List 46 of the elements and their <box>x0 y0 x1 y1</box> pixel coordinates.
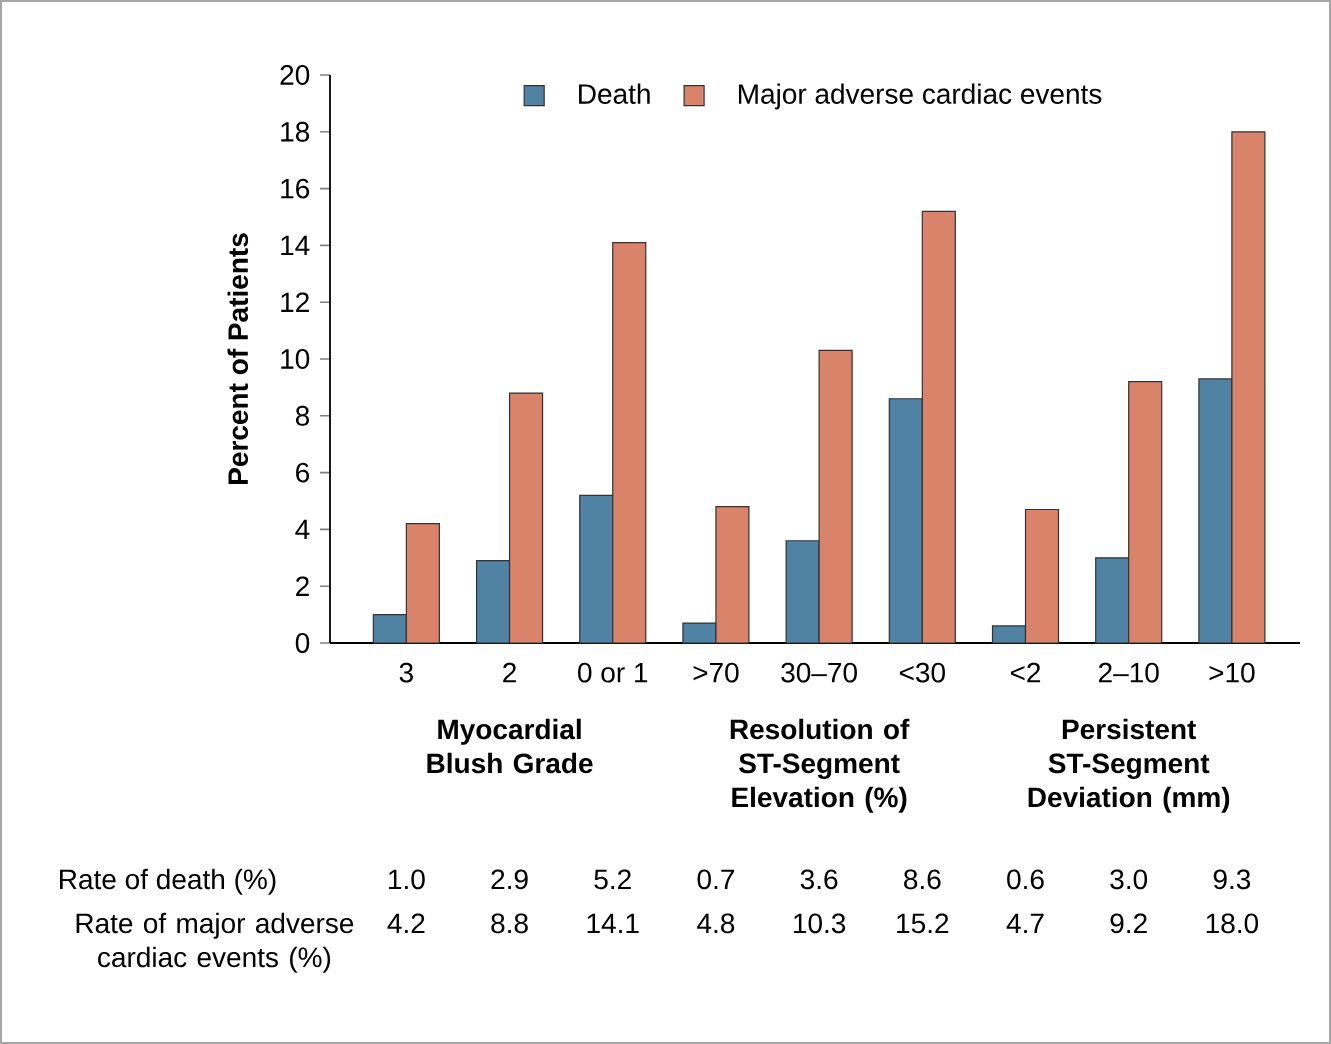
x-tick-label: 30–70 <box>781 662 857 683</box>
x-tick-label: 3 <box>399 662 413 683</box>
y-tick-label: 18 <box>281 121 310 142</box>
y-tick-label: 20 <box>280 65 310 85</box>
y-tick-label: 14 <box>281 235 310 256</box>
data-label: 14.1 <box>587 913 639 933</box>
y-tick-label: 6 <box>296 462 310 483</box>
y-tick-label: 10 <box>281 349 310 369</box>
y-tick-label: 2 <box>296 576 309 596</box>
y-axis-title: Percent of Patients <box>227 233 249 484</box>
y-tick-label: 16 <box>281 178 310 199</box>
y-tick-label: 8 <box>295 405 310 426</box>
x-tick-label: >10 <box>1209 662 1255 683</box>
data-label: 2.9 <box>491 869 528 890</box>
data-label: 4.8 <box>697 913 735 934</box>
data-label: 8.8 <box>491 913 528 934</box>
data-label: 5.2 <box>594 869 631 890</box>
text: Rate of death (%) <box>60 868 276 895</box>
x-tick-label: 0 or 1 <box>578 662 648 683</box>
data-label: 10.3 <box>794 913 846 934</box>
data-label: 8.6 <box>904 869 941 890</box>
data-label: 15.2 <box>897 913 949 934</box>
data-label: 0.7 <box>697 869 734 890</box>
text: Rate of major adverse cardiac events (%) <box>76 912 354 973</box>
data-label: 4.7 <box>1006 913 1044 933</box>
x-tick-label: 2 <box>503 662 516 683</box>
y-tick-label: 12 <box>281 292 309 312</box>
y-tick-label: 0 <box>295 633 310 653</box>
legend-label: Major adverse cardiac events <box>738 83 1102 110</box>
data-label: 1.0 <box>389 869 425 890</box>
text: Persistent ST-Segment Deviation (mm) <box>1028 718 1230 813</box>
x-tick-label: <30 <box>899 662 945 683</box>
text: Myocardial Blush Grade <box>427 718 593 774</box>
y-tick-label: 4 <box>295 519 310 540</box>
data-label: 3.6 <box>800 869 838 890</box>
data-label: 9.2 <box>1110 913 1147 934</box>
legend-label: Death <box>579 83 650 104</box>
x-tick-label: >70 <box>693 662 739 683</box>
data-label: 18.0 <box>1206 913 1259 934</box>
x-tick-label: <2 <box>1010 662 1041 683</box>
data-label: 9.3 <box>1213 869 1251 890</box>
data-label: 4.2 <box>387 913 425 933</box>
data-label: 3.0 <box>1110 869 1148 890</box>
text: Resolution of ST-Segment Elevation (%) <box>730 718 910 813</box>
x-tick-label: 2–10 <box>1098 662 1159 683</box>
data-label: 0.6 <box>1007 869 1044 890</box>
